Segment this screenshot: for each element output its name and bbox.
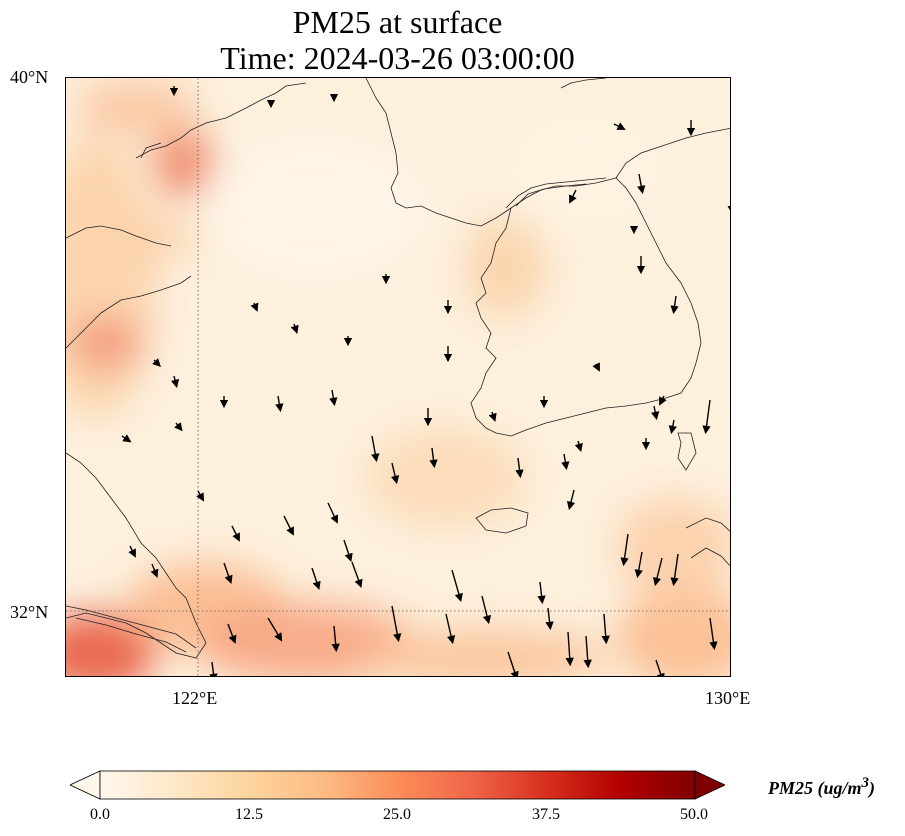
map-canvas [66, 78, 730, 676]
wind-arrow [565, 631, 574, 667]
colorbar-tick-4: 50.0 [680, 806, 708, 823]
wind-arrow [121, 434, 132, 443]
wind-arrow [651, 405, 660, 421]
wind-arrow [429, 447, 438, 469]
colorbar [69, 770, 726, 800]
wind-arrow [209, 661, 218, 676]
colorbar-label-close: ) [869, 778, 876, 798]
colorbar-extend-min [69, 770, 101, 800]
wind-arrow [128, 545, 136, 558]
map-panel [65, 77, 731, 677]
colorbar-tick-2: 25.0 [383, 806, 411, 823]
colorbar-graphic [69, 770, 726, 800]
wind-arrow [329, 389, 338, 407]
wind-arrow [150, 563, 159, 578]
colorbar-label-text: PM25 (ug/m [768, 778, 862, 798]
wind-arrow [488, 411, 497, 422]
wind-arrow [231, 525, 240, 542]
wind-arrow [655, 659, 665, 676]
wind-arrow [290, 323, 299, 334]
wind-arrow [634, 551, 643, 579]
pm25-field [66, 78, 730, 676]
lon-label-130e: 130°E [705, 688, 751, 708]
wind-arrow [250, 302, 259, 312]
colorbar-extend-max [694, 770, 726, 800]
wind-arrow [515, 457, 524, 479]
wind-arrow [196, 490, 205, 502]
wind-arrow [659, 395, 667, 406]
title-line-variable: PM25 at surface [292, 4, 503, 40]
wind-arrow [566, 489, 576, 511]
wind-arrow [343, 539, 353, 562]
wind-arrow [170, 375, 180, 389]
coastline-layer [66, 78, 730, 659]
wind-arrow [561, 453, 570, 471]
wind-arrow [481, 595, 492, 625]
colorbar-tick-3: 37.5 [532, 806, 560, 823]
wind-arrow [311, 567, 321, 590]
wind-arrow [223, 562, 233, 584]
title-line-time: Time: 2024-03-26 03:00:00 [220, 40, 575, 76]
wind-arrow [670, 295, 679, 315]
wind-arrow [351, 561, 363, 588]
wind-arrow [445, 613, 456, 645]
wind-arrow [451, 569, 463, 603]
lat-label-40n: 40°N [10, 67, 49, 87]
wind-arrow [327, 502, 339, 524]
wind-vector-layer [121, 86, 730, 676]
wind-arrow [174, 422, 183, 432]
wind-arrow [391, 605, 402, 643]
wind-arrow [620, 533, 629, 567]
wind-arrow [152, 358, 161, 367]
wind-arrow [601, 613, 610, 645]
lat-label-32n: 32°N [10, 602, 49, 622]
wind-arrow [583, 635, 592, 669]
wind-arrow [569, 189, 577, 204]
wind-arrow [652, 557, 663, 587]
lon-label-122e: 122°E [172, 688, 218, 708]
colorbar-label: PM25 (ug/m3) [768, 775, 875, 799]
wind-arrow [637, 173, 646, 195]
wind-arrow [574, 440, 583, 453]
wind-arrow [283, 515, 294, 536]
wind-arrow [702, 399, 711, 435]
wind-arrow [331, 625, 340, 653]
wind-arrow [267, 617, 283, 642]
graticule [66, 78, 730, 676]
colorbar-tick-1: 12.5 [235, 806, 263, 823]
colorbar-label-superscript: 3 [861, 775, 870, 791]
colorbar-tick-0: 0.0 [90, 806, 110, 823]
wind-arrow [507, 651, 519, 676]
wind-arrow [537, 581, 546, 605]
wind-arrow [545, 607, 554, 631]
wind-arrow [227, 623, 237, 644]
wind-arrow [390, 462, 400, 485]
wind-arrow [275, 395, 284, 413]
wind-arrow [371, 435, 380, 463]
wind-arrow [709, 617, 718, 651]
wind-arrow [613, 122, 626, 130]
colorbar-body [99, 770, 696, 800]
wind-arrow [668, 419, 677, 435]
wind-arrow [592, 362, 600, 372]
wind-arrow [670, 553, 679, 587]
